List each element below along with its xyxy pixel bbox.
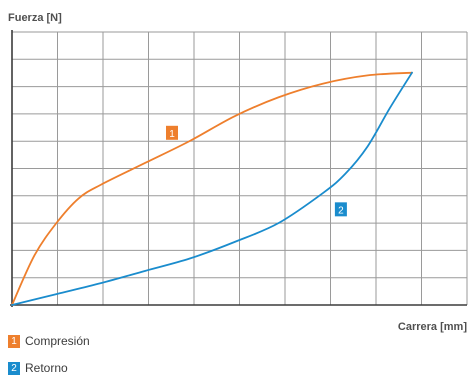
series-line-1: [11, 71, 413, 306]
grid: [10, 30, 468, 307]
x-axis-label: Carrera [mm]: [398, 321, 467, 333]
legend-label-compresion: Compresión: [25, 334, 90, 348]
series-lines: [11, 71, 413, 306]
series-marker-1: [166, 125, 178, 140]
series-marker-label-1: 1: [169, 129, 175, 140]
series-marker-label-2: 2: [338, 205, 344, 216]
legend-marker-2: 2: [8, 361, 20, 375]
series-line-2: [11, 71, 413, 306]
series-markers: 12: [166, 125, 347, 217]
legend-item-compresion: 1 Compresión: [8, 334, 90, 348]
legend-label-retorno: Retorno: [25, 361, 68, 375]
legend-item-retorno: 2 Retorno: [8, 361, 68, 375]
series-marker-2: [334, 202, 347, 217]
legend-marker-1: 1: [8, 334, 20, 348]
y-axis-label: Fuerza [N]: [8, 12, 62, 24]
